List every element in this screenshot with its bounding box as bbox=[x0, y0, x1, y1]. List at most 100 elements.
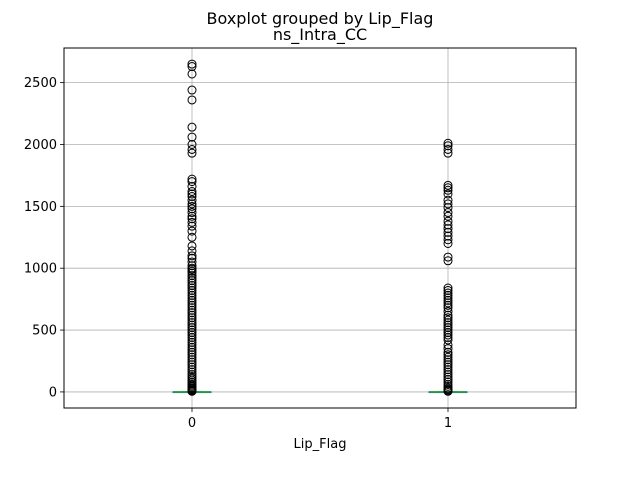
flier-point bbox=[187, 85, 197, 95]
flier-point bbox=[187, 325, 197, 335]
flier-point bbox=[187, 199, 197, 209]
flier-point bbox=[187, 276, 197, 286]
flier-point bbox=[187, 95, 197, 105]
flier-point bbox=[187, 308, 197, 318]
flier-point bbox=[187, 288, 197, 298]
x-tick-label: 1 bbox=[444, 416, 452, 431]
flier-point bbox=[443, 323, 453, 333]
flier-point bbox=[187, 246, 197, 256]
flier-point bbox=[443, 183, 453, 193]
flier-point bbox=[443, 355, 453, 365]
flier-point bbox=[187, 253, 197, 263]
flier-point bbox=[443, 203, 453, 213]
flier-point bbox=[187, 300, 197, 310]
flier-point bbox=[187, 303, 197, 313]
flier-point bbox=[443, 288, 453, 298]
flier-point bbox=[443, 347, 453, 357]
flier-point bbox=[443, 300, 453, 310]
flier-point bbox=[187, 195, 197, 205]
flier-point bbox=[443, 211, 453, 221]
flier-point bbox=[187, 295, 197, 305]
flier-point bbox=[187, 342, 197, 352]
flier-point bbox=[443, 375, 453, 385]
flier-point bbox=[187, 251, 197, 261]
flier-point bbox=[187, 214, 197, 224]
flier-point bbox=[443, 307, 453, 317]
flier-point bbox=[443, 350, 453, 360]
flier-point bbox=[187, 318, 197, 328]
flier-point bbox=[187, 323, 197, 333]
plot-frame bbox=[63, 47, 577, 409]
flier-point bbox=[443, 344, 453, 354]
flier-point bbox=[187, 226, 197, 236]
flier-point bbox=[187, 345, 197, 355]
flier-point bbox=[187, 332, 197, 342]
y-tick-label: 0 bbox=[49, 385, 57, 400]
flier-point bbox=[443, 325, 453, 335]
y-tick-label: 1000 bbox=[24, 262, 57, 277]
flier-point bbox=[187, 313, 197, 323]
flier-point bbox=[443, 283, 453, 293]
flier-point bbox=[443, 352, 453, 362]
flier-point bbox=[187, 315, 197, 325]
flier-point bbox=[443, 360, 453, 370]
flier-point bbox=[187, 365, 197, 375]
flier-point bbox=[443, 367, 453, 377]
flier-point bbox=[443, 379, 453, 389]
flier-point bbox=[187, 337, 197, 347]
flier-point bbox=[187, 211, 197, 221]
flier-point bbox=[187, 204, 197, 214]
flier-point bbox=[443, 293, 453, 303]
flier-point bbox=[187, 144, 197, 154]
flier-point bbox=[443, 189, 453, 199]
flier-point bbox=[443, 148, 453, 158]
flier-point bbox=[187, 232, 197, 242]
flier-point bbox=[443, 180, 453, 190]
flier-point bbox=[187, 273, 197, 283]
flier-point bbox=[443, 365, 453, 375]
flier-point bbox=[443, 252, 453, 262]
flier-point bbox=[187, 148, 197, 158]
flier-point bbox=[443, 256, 453, 266]
y-tick-label: 500 bbox=[32, 324, 57, 339]
flier-point bbox=[187, 187, 197, 197]
flier-point bbox=[187, 182, 197, 192]
flier-point bbox=[187, 241, 197, 251]
flier-point bbox=[443, 235, 453, 245]
flier-point bbox=[187, 355, 197, 365]
flier-point bbox=[443, 315, 453, 325]
x-tick-label: 0 bbox=[188, 416, 196, 431]
flier-point bbox=[187, 177, 197, 187]
flier-point bbox=[443, 195, 453, 205]
flier-point bbox=[443, 320, 453, 330]
flier-point bbox=[187, 352, 197, 362]
flier-point bbox=[443, 362, 453, 372]
flier-point bbox=[443, 227, 453, 237]
flier-point bbox=[187, 367, 197, 377]
flier-point bbox=[443, 335, 453, 345]
grid-layer bbox=[64, 48, 576, 408]
y-axis: 0 500 1000 1500 2000 2500 bbox=[24, 76, 64, 400]
flier-point bbox=[187, 62, 197, 72]
flier-point bbox=[443, 332, 453, 342]
flier-point bbox=[187, 370, 197, 380]
flier-point bbox=[443, 144, 453, 154]
flier-point bbox=[443, 185, 453, 195]
flier-point bbox=[187, 283, 197, 293]
flier-point bbox=[187, 360, 197, 370]
flier-point bbox=[187, 132, 197, 142]
flier-point bbox=[443, 357, 453, 367]
flier-point bbox=[187, 261, 197, 271]
flier-point bbox=[187, 350, 197, 360]
flier-point bbox=[187, 281, 197, 291]
flier-point bbox=[443, 238, 453, 248]
flier-point bbox=[187, 328, 197, 338]
flier-point bbox=[187, 217, 197, 227]
flier-point bbox=[443, 224, 453, 234]
flier-point bbox=[443, 310, 453, 320]
flier-point bbox=[187, 362, 197, 372]
flier-point bbox=[443, 220, 453, 230]
flier-point bbox=[187, 340, 197, 350]
